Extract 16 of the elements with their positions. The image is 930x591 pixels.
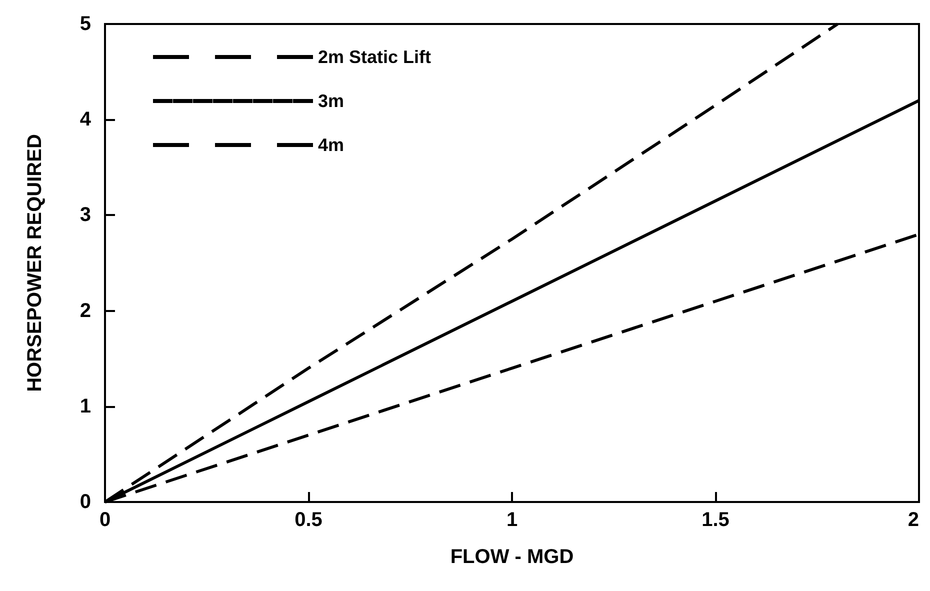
y-tick-label: 5 — [80, 13, 91, 35]
x-tick-label: 2 — [908, 509, 919, 531]
y-tick-label: 3 — [80, 204, 91, 226]
y-axis-title: HORSEPOWER REQUIRED — [24, 134, 46, 392]
x-tick-label: 1 — [506, 509, 518, 531]
legend-label: 4m — [318, 135, 344, 155]
y-tick-label: 0 — [80, 491, 91, 513]
y-tick-label: 1 — [80, 395, 91, 418]
y-tick-label: 4 — [80, 108, 92, 131]
legend-label: 3m — [318, 91, 344, 111]
x-tick-label: 0 — [99, 509, 111, 531]
x-tick-label: 1.5 — [702, 509, 730, 531]
y-tick-label: 2 — [80, 300, 91, 322]
x-tick-label: 0.5 — [294, 509, 322, 531]
x-axis-title: FLOW - MGD — [450, 546, 574, 568]
legend-label: 2m Static Lift — [318, 47, 432, 67]
